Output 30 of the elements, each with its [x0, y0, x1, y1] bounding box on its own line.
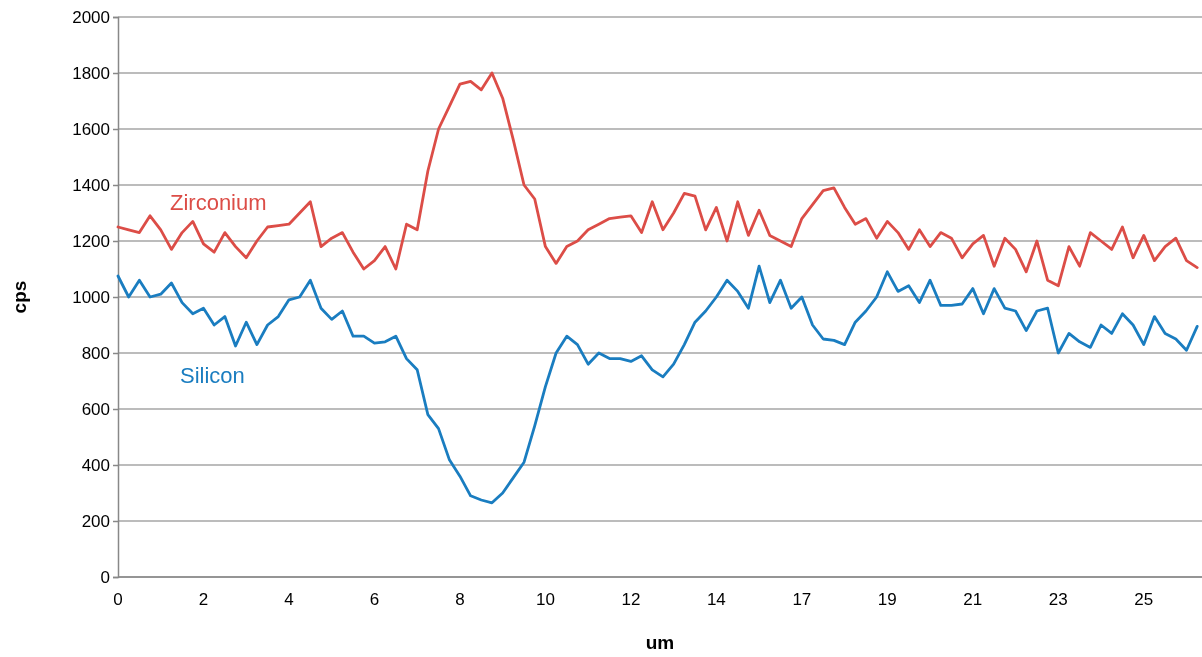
x-tick-label: 17 — [792, 590, 812, 609]
x-tick-label: 25 — [1134, 590, 1154, 609]
y-tick-label: 1800 — [72, 63, 110, 83]
x-tick-label: 4 — [284, 590, 294, 609]
y-tick-label: 600 — [81, 399, 110, 419]
x-tick-label: 2 — [198, 590, 209, 609]
x-tick-label: 21 — [963, 590, 983, 609]
y-tick-label: 1400 — [72, 175, 110, 195]
x-tick-label: 12 — [621, 590, 641, 609]
x-axis-title: um — [645, 632, 675, 653]
series-label: Zirconium — [170, 190, 267, 215]
line-series — [116, 71, 1199, 288]
y-axis-title: cps — [9, 280, 30, 314]
y-tick-label: 800 — [81, 343, 110, 363]
x-tick-label: 23 — [1048, 590, 1068, 609]
x-tick-label: 19 — [877, 590, 897, 609]
line-series — [116, 264, 1199, 505]
series-label: Silicon — [180, 363, 245, 388]
y-tick-label: 400 — [81, 455, 110, 475]
x-tick-label: 0 — [113, 590, 123, 609]
x-tick-label: 8 — [455, 590, 465, 609]
x-tick-label: 6 — [369, 590, 380, 609]
y-tick-label: 1600 — [72, 119, 110, 139]
y-tick-label: 0 — [100, 567, 110, 587]
x-tick-label: 14 — [706, 590, 726, 609]
x-tick-label: 10 — [535, 590, 555, 609]
y-tick-label: 200 — [81, 511, 110, 531]
y-tick-label: 1000 — [72, 287, 110, 307]
y-tick-label: 2000 — [72, 7, 110, 27]
y-tick-label: 1200 — [72, 231, 110, 251]
